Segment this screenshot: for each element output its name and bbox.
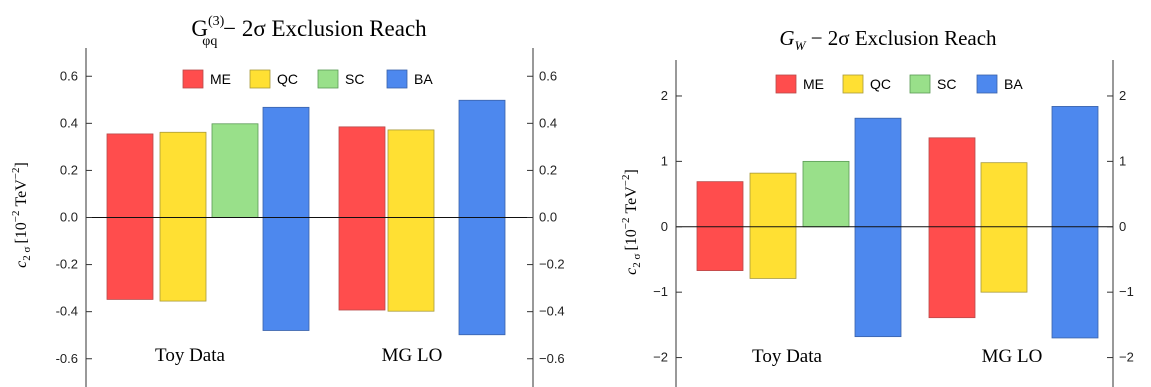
bar-mg-lo-qc — [387, 129, 435, 312]
y-tick-label-right: 1 — [1119, 153, 1126, 168]
y-tick-label-left: 0.0 — [60, 210, 78, 225]
chart-1-ylabel: c2 σ[10−2 TeV−2] — [10, 162, 33, 268]
bar-toy-data-sc — [802, 160, 850, 228]
chart-2-ylabel: c2 σ[10−2 TeV−2] — [620, 169, 643, 275]
y-tick-label-right: 0.4 — [539, 115, 557, 130]
group-label: Toy Data — [155, 345, 225, 366]
legend-swatch-me — [775, 74, 797, 94]
legend-label-qc: QC — [277, 71, 298, 87]
y-tick-label-right: 0.2 — [539, 162, 557, 177]
bar-toy-data-sc — [211, 123, 259, 218]
legend-label-ba: BA — [1004, 76, 1023, 92]
bar-mg-lo-me — [928, 137, 976, 319]
bar-mg-lo-qc — [980, 162, 1028, 293]
y-tick-label-right: −0.4 — [539, 304, 565, 319]
bar-toy-data-qc — [749, 172, 797, 279]
y-tick-label-left: -0.4 — [56, 304, 78, 319]
legend-swatch-sc — [317, 69, 339, 89]
legend-swatch-ba — [386, 69, 408, 89]
bar-toy-data-ba — [262, 106, 310, 331]
y-tick-label-right: −2 — [1119, 350, 1134, 365]
legend-label-ba: BA — [414, 71, 433, 87]
legend-swatch-me — [182, 69, 204, 89]
y-tick-label-right: −0.2 — [539, 257, 565, 272]
legend-label-qc: QC — [870, 76, 891, 92]
bar-mg-lo-ba — [1051, 106, 1099, 339]
y-tick-label-left: −1 — [653, 284, 668, 299]
bar-toy-data-ba — [854, 117, 902, 338]
group-label: Toy Data — [752, 346, 822, 367]
chart-2-title: GW − 2σ Exclusion Reach — [779, 26, 997, 53]
chart-1-title: G(3) φq − 2σ Exclusion Reach — [191, 14, 427, 49]
legend-label-me: ME — [803, 76, 824, 92]
bar-mg-lo-me — [338, 126, 386, 311]
group-label: MG LO — [382, 345, 443, 366]
chart-2: GW − 2σ Exclusion Reach c2 σ[10−2 TeV−2]… — [620, 26, 1134, 387]
y-tick-label-left: -0.6 — [56, 351, 78, 366]
y-tick-label-left: 1 — [661, 153, 668, 168]
y-tick-label-right: 2 — [1119, 88, 1126, 103]
y-tick-label-right: 0.0 — [539, 210, 557, 225]
legend-label-me: ME — [210, 71, 231, 87]
y-tick-label-left: 0.4 — [60, 115, 78, 130]
bar-toy-data-qc — [159, 131, 207, 302]
legend-swatch-ba — [976, 74, 998, 94]
legend-label-sc: SC — [345, 71, 364, 87]
y-tick-label-right: −1 — [1119, 284, 1134, 299]
y-tick-label-right: −0.6 — [539, 351, 565, 366]
y-tick-label-left: −2 — [653, 350, 668, 365]
y-tick-label-left: -0.2 — [56, 257, 78, 272]
legend-swatch-sc — [909, 74, 931, 94]
group-label: MG LO — [982, 346, 1043, 367]
bar-toy-data-me — [106, 133, 154, 300]
chart-1: G(3) φq − 2σ Exclusion Reach c2 σ[10−2 Te… — [10, 14, 565, 387]
legend-label-sc: SC — [937, 76, 956, 92]
y-tick-label-left: 0 — [661, 219, 668, 234]
y-tick-label-left: 0.6 — [60, 68, 78, 83]
y-tick-label-right: 0 — [1119, 219, 1126, 234]
y-tick-label-right: 0.6 — [539, 68, 557, 83]
bar-toy-data-me — [696, 181, 744, 271]
legend-swatch-qc — [249, 69, 271, 89]
y-tick-label-left: 0.2 — [60, 162, 78, 177]
legend-swatch-qc — [842, 74, 864, 94]
y-tick-label-left: 2 — [661, 88, 668, 103]
